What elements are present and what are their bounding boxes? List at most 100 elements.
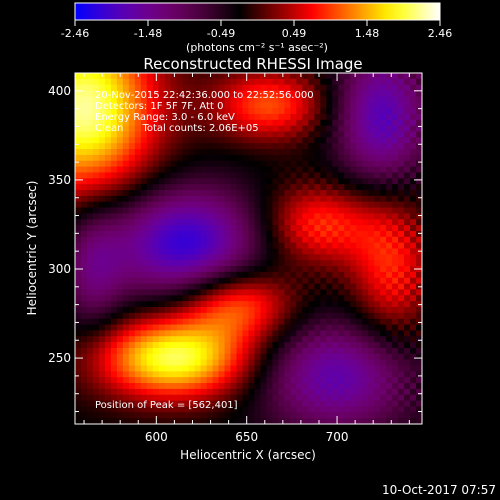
heatmap-cell	[128, 254, 136, 261]
heatmap-cell	[170, 377, 178, 384]
heatmap-cell	[308, 236, 315, 244]
heatmap-cell	[116, 108, 124, 115]
heatmap-cell	[320, 213, 327, 220]
heatmap-cell	[380, 388, 387, 396]
heatmap-cell	[98, 225, 106, 232]
heatmap-cell	[176, 318, 184, 325]
heatmap-cell	[128, 406, 136, 413]
heatmap-cell	[218, 160, 225, 167]
heatmap-cell	[176, 254, 184, 261]
heatmap-cell	[314, 84, 321, 91]
heatmap-cell	[308, 266, 315, 273]
heatmap-cell	[164, 184, 172, 191]
heatmap-cell	[350, 131, 357, 138]
heatmap-cell	[344, 289, 351, 296]
heatmap-cell	[320, 324, 327, 331]
heatmap-cell	[386, 149, 393, 156]
heatmap-cell	[272, 131, 279, 138]
heatmap-cell	[236, 242, 243, 249]
heatmap-cell	[134, 312, 142, 320]
heatmap-cell	[236, 78, 243, 86]
heatmap-cell	[98, 201, 106, 208]
heatmap-cell	[368, 178, 375, 185]
heatmap-cell	[308, 295, 315, 302]
heatmap-cell	[374, 84, 381, 91]
heatmap-cell	[248, 119, 255, 127]
heatmap-cell	[152, 84, 160, 91]
heatmap-cell	[146, 318, 154, 325]
heatmap-cell	[392, 195, 399, 203]
heatmap-cell	[242, 412, 249, 419]
heatmap-cell	[110, 131, 118, 138]
heatmap-cell	[188, 318, 196, 325]
heatmap-cell	[110, 195, 118, 203]
heatmap-cell	[392, 312, 399, 320]
heatmap-cell	[356, 143, 363, 150]
heatmap-cell	[218, 260, 225, 267]
heatmap-cell	[104, 347, 112, 355]
heatmap-cell	[194, 102, 202, 109]
heatmap-cell	[260, 131, 267, 138]
heatmap-cell	[158, 365, 166, 372]
heatmap-cell	[128, 78, 136, 86]
heatmap-cell	[350, 307, 357, 314]
heatmap-cell	[104, 336, 112, 343]
heatmap-cell	[248, 295, 255, 302]
heatmap-cell	[266, 172, 273, 179]
heatmap-cell	[194, 266, 202, 273]
heatmap-cell	[242, 377, 249, 384]
heatmap-cell	[368, 219, 375, 226]
heatmap-cell	[128, 394, 136, 401]
heatmap-cell	[104, 131, 112, 138]
heatmap-cell	[392, 96, 399, 103]
heatmap-cell	[362, 125, 369, 132]
heatmap-cell	[362, 178, 369, 185]
heatmap-cell	[164, 96, 172, 103]
heatmap-cell	[326, 254, 333, 261]
heatmap-cell	[218, 330, 225, 337]
heatmap-cell	[182, 254, 190, 261]
heatmap-cell	[410, 266, 417, 273]
heatmap-cell	[218, 307, 225, 314]
heatmap-cell	[404, 143, 411, 150]
heatmap-cell	[398, 336, 405, 343]
heatmap-cell	[146, 172, 154, 179]
heatmap-cell	[236, 277, 243, 284]
heatmap-cell	[308, 90, 315, 97]
heatmap-cell	[218, 383, 225, 390]
heatmap-cell	[206, 365, 213, 372]
heatmap-cell	[410, 418, 417, 425]
heatmap-cell	[134, 131, 142, 138]
heatmap-cell	[398, 295, 405, 302]
x-tick-label: 650	[235, 430, 258, 444]
heatmap-cell	[374, 371, 381, 378]
heatmap-cell	[380, 271, 387, 279]
heatmap-cell	[416, 96, 423, 103]
heatmap-cell	[116, 90, 124, 97]
heatmap-cell	[302, 312, 309, 320]
heatmap-cell	[152, 365, 160, 372]
heatmap-cell	[302, 260, 309, 267]
heatmap-cell	[92, 312, 100, 320]
heatmap-cell	[176, 102, 184, 109]
heatmap-cell	[302, 195, 309, 203]
heatmap-cell	[272, 406, 279, 413]
heatmap-cell	[104, 236, 112, 244]
heatmap-cell	[152, 137, 160, 144]
heatmap-cell	[182, 388, 190, 396]
heatmap-cell	[140, 242, 148, 249]
heatmap-cell	[410, 277, 417, 284]
heatmap-cell	[386, 201, 393, 208]
heatmap-cell	[104, 242, 112, 249]
heatmap-cell	[164, 125, 172, 132]
heatmap-cell	[398, 131, 405, 138]
heatmap-cell	[230, 260, 237, 267]
heatmap-cell	[92, 84, 100, 91]
heatmap-cell	[380, 131, 387, 138]
heatmap-cell	[410, 248, 417, 255]
heatmap-cell	[380, 178, 387, 185]
heatmap-cell	[410, 336, 417, 343]
heatmap-cell	[344, 154, 351, 162]
heatmap-cell	[302, 283, 309, 290]
heatmap-cell	[110, 154, 118, 162]
